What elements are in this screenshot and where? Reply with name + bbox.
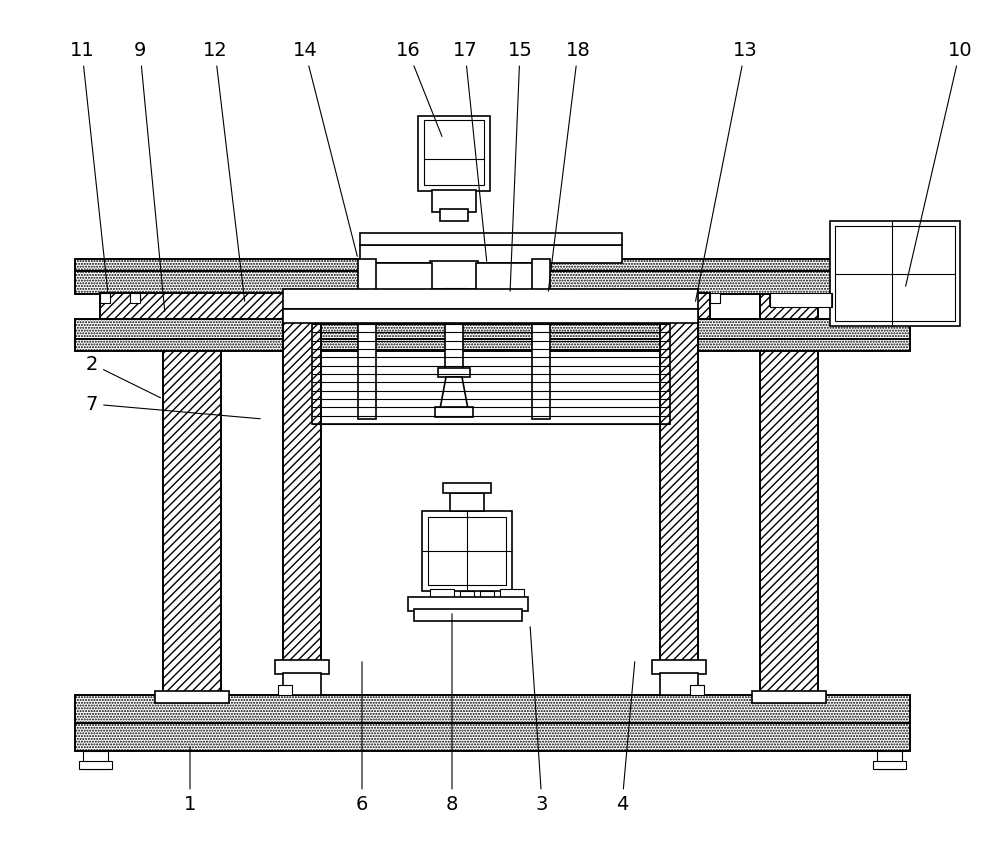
Bar (418, 116, 490, 191)
Bar (283, 289, 698, 309)
Text: 8: 8 (446, 614, 458, 813)
Bar (445, 311, 463, 369)
Text: 11: 11 (70, 41, 108, 291)
Bar (660, 309, 698, 664)
Bar (660, 309, 698, 664)
Text: 18: 18 (548, 41, 590, 291)
Text: 14: 14 (293, 41, 357, 256)
Text: 9: 9 (134, 41, 165, 311)
Text: 3: 3 (530, 627, 548, 813)
Bar (432, 190, 476, 212)
Bar (877, 751, 902, 769)
Text: 15: 15 (508, 41, 532, 291)
Bar (428, 517, 506, 585)
Bar (75, 319, 910, 341)
Bar (652, 660, 706, 674)
Bar (414, 609, 522, 621)
Bar (163, 290, 221, 695)
Bar (283, 309, 321, 664)
Bar (75, 695, 910, 723)
Bar (358, 259, 376, 419)
Bar (278, 685, 292, 695)
Bar (370, 263, 432, 291)
Bar (830, 221, 960, 326)
Bar (660, 673, 698, 695)
Text: 13: 13 (696, 41, 757, 302)
Text: 17: 17 (453, 41, 487, 261)
Bar (370, 291, 432, 313)
Polygon shape (440, 377, 468, 409)
Bar (75, 319, 910, 341)
Bar (283, 309, 321, 664)
Bar (283, 309, 698, 323)
Bar (752, 691, 826, 703)
Bar (440, 209, 468, 221)
Bar (83, 751, 108, 769)
Bar (79, 761, 112, 769)
Bar (760, 290, 818, 695)
Bar (476, 263, 538, 291)
Text: 16: 16 (396, 41, 442, 137)
Bar (710, 293, 720, 303)
Bar (312, 324, 670, 424)
Bar (75, 339, 910, 351)
Bar (380, 299, 400, 309)
Bar (760, 290, 818, 695)
Text: 2: 2 (86, 355, 161, 398)
Bar (436, 301, 472, 313)
Bar (360, 245, 622, 263)
Bar (476, 291, 538, 313)
Bar (435, 407, 473, 417)
Text: 12: 12 (203, 41, 245, 302)
Bar (75, 259, 910, 271)
Bar (75, 723, 910, 751)
Bar (75, 259, 910, 271)
Bar (100, 293, 710, 319)
Bar (873, 761, 906, 769)
Bar (155, 691, 229, 703)
Bar (460, 591, 474, 601)
Bar (532, 259, 550, 419)
Bar (430, 261, 478, 289)
Bar (75, 695, 910, 723)
Text: 10: 10 (906, 41, 972, 286)
Bar (508, 299, 528, 309)
Bar (163, 290, 221, 695)
Bar (443, 483, 491, 493)
Text: 1: 1 (184, 746, 196, 813)
Bar (430, 589, 454, 603)
Bar (283, 673, 321, 695)
Bar (275, 660, 329, 674)
Bar (408, 597, 528, 611)
Bar (770, 293, 832, 307)
Bar (75, 723, 910, 751)
Bar (680, 293, 690, 303)
Bar (480, 591, 494, 601)
Bar (500, 589, 524, 603)
Bar (360, 233, 622, 245)
Bar (438, 368, 470, 377)
Bar (75, 271, 910, 294)
Bar (100, 293, 710, 319)
Text: 7: 7 (86, 394, 260, 418)
Bar (100, 293, 110, 303)
Bar (835, 226, 955, 321)
Bar (422, 511, 512, 591)
Bar (75, 271, 910, 294)
Text: 6: 6 (356, 661, 368, 813)
Text: 4: 4 (616, 661, 635, 813)
Bar (130, 293, 140, 303)
Bar (690, 685, 704, 695)
Bar (75, 339, 910, 351)
Bar (442, 288, 466, 303)
Bar (450, 493, 484, 511)
Bar (424, 120, 484, 185)
